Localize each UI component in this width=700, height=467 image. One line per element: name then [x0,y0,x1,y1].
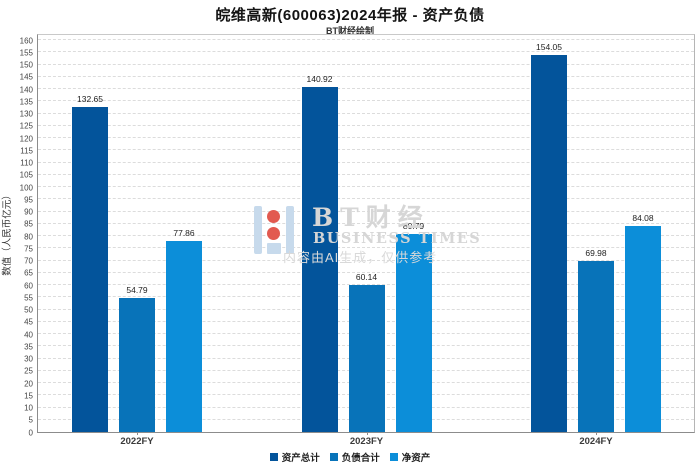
x-tick-label-2024FY: 2024FY [579,436,613,447]
y-tick-label: 60 [24,281,33,290]
bar-value-label: 77.86 [173,228,195,239]
gridline [38,63,694,65]
bar-净资产-2022FY [166,241,202,432]
gridline [38,247,694,249]
gridline [38,161,694,163]
y-tick-label: 90 [24,207,33,217]
gridline [38,137,694,138]
gridline [38,149,694,151]
y-tick-label: 160 [19,36,33,45]
y-tick-label: 20 [24,379,33,388]
y-tick-label: 35 [24,342,33,352]
y-tick-label: 25 [24,366,33,376]
bar-资产总计-2022FY [72,107,108,432]
bar-净资产-2024FY [625,226,661,432]
y-tick-label: 45 [24,317,33,327]
gridline [38,173,694,175]
bar-value-label: 84.08 [632,213,654,224]
legend: 资产总计 负债合计 净资产 [0,450,700,464]
y-tick-label: 115 [20,146,33,156]
chart-title: 皖维高新(600063)2024年报 - 资产负债 [215,7,485,24]
bar-value-label: 69.98 [585,247,607,258]
x-axis-tick [137,432,138,435]
bar-value-label: 154.05 [536,41,562,52]
legend-label: 资产总计 [281,453,320,464]
y-tick-label: 40 [24,330,33,339]
y-tick-label: 130 [19,109,33,119]
y-tick-label: 30 [24,354,33,364]
gridline [38,39,694,40]
y-tick-label: 65 [24,268,33,278]
y-tick-label: 15 [24,391,33,401]
y-tick-label: 95 [24,195,33,205]
x-axis-tick [366,432,368,435]
bar-value-label: 80.79 [402,221,425,232]
legend-item-资产总计: 资产总计 [269,450,320,464]
y-axis-title: 数值（人民币亿元） [2,190,13,276]
gridline [38,235,694,236]
chart-subtitle: BT财经绘制 [326,26,374,36]
y-tick-label: 55 [24,293,33,303]
gridline [38,210,694,212]
bar-value-label: 54.79 [126,284,148,295]
gridline [38,271,694,273]
bar-负债合计-2024FY [578,260,614,432]
y-tick-label: 110 [20,158,33,168]
bar-value-label: 140.92 [306,73,333,84]
bar-资产总计-2023FY [301,86,338,432]
y-tick-label: 125 [19,121,33,131]
y-tick-label: 155 [19,48,33,58]
bar-资产总计-2024FY [531,54,567,432]
y-tick-label: 105 [19,170,33,180]
legend-marker-icon [269,453,278,461]
y-tick-label: 75 [24,244,33,254]
x-tick-label-2022FY: 2022FY [120,436,154,447]
y-tick-label: 150 [19,60,33,70]
bar-负债合计-2023FY [348,284,385,432]
gridline [38,124,694,126]
y-tick-label: 50 [24,305,33,315]
y-tick-label: 100 [19,183,33,192]
gridline [38,75,694,77]
legend-marker-icon [329,453,338,461]
y-tick-label: 10 [24,403,33,413]
plot-area: 0 5 10 15 20 25 30 35 40 45 50 55 60 65 70 75 80 85 90 95 10… [20,34,695,447]
x-tick-label-2023FY: 2023FY [349,436,384,447]
gridline [38,88,694,89]
y-tick-label: 85 [24,219,33,229]
gridline [38,198,694,200]
gridline [38,51,694,53]
y-tick-label: 5 [28,415,33,425]
bar-value-label: 132.65 [77,94,103,105]
y-tick-label: 0 [28,428,33,437]
y-tick-label: 70 [24,256,33,266]
legend-item-负债合计: 负债合计 [329,450,380,464]
x-axis-tick [596,432,597,435]
gridline [38,222,694,224]
legend-item-净资产: 净资产 [389,450,431,464]
bar-负债合计-2022FY [119,297,155,432]
y-tick-label: 140 [19,85,33,94]
bar-净资产-2023FY [395,234,432,432]
legend-marker-icon [389,453,398,461]
y-tick-label: 145 [19,72,33,82]
y-tick-label: 80 [24,232,33,241]
gridline [38,259,694,261]
y-tick-label: 135 [19,97,33,107]
gridline [38,100,694,102]
gridline [38,284,694,285]
gridline [38,112,694,114]
y-tick-label: 120 [19,134,33,143]
gridline [38,186,694,187]
legend-label: 负债合计 [341,453,380,464]
bar-value-label: 60.14 [355,271,378,282]
legend-label: 净资产 [401,453,431,464]
